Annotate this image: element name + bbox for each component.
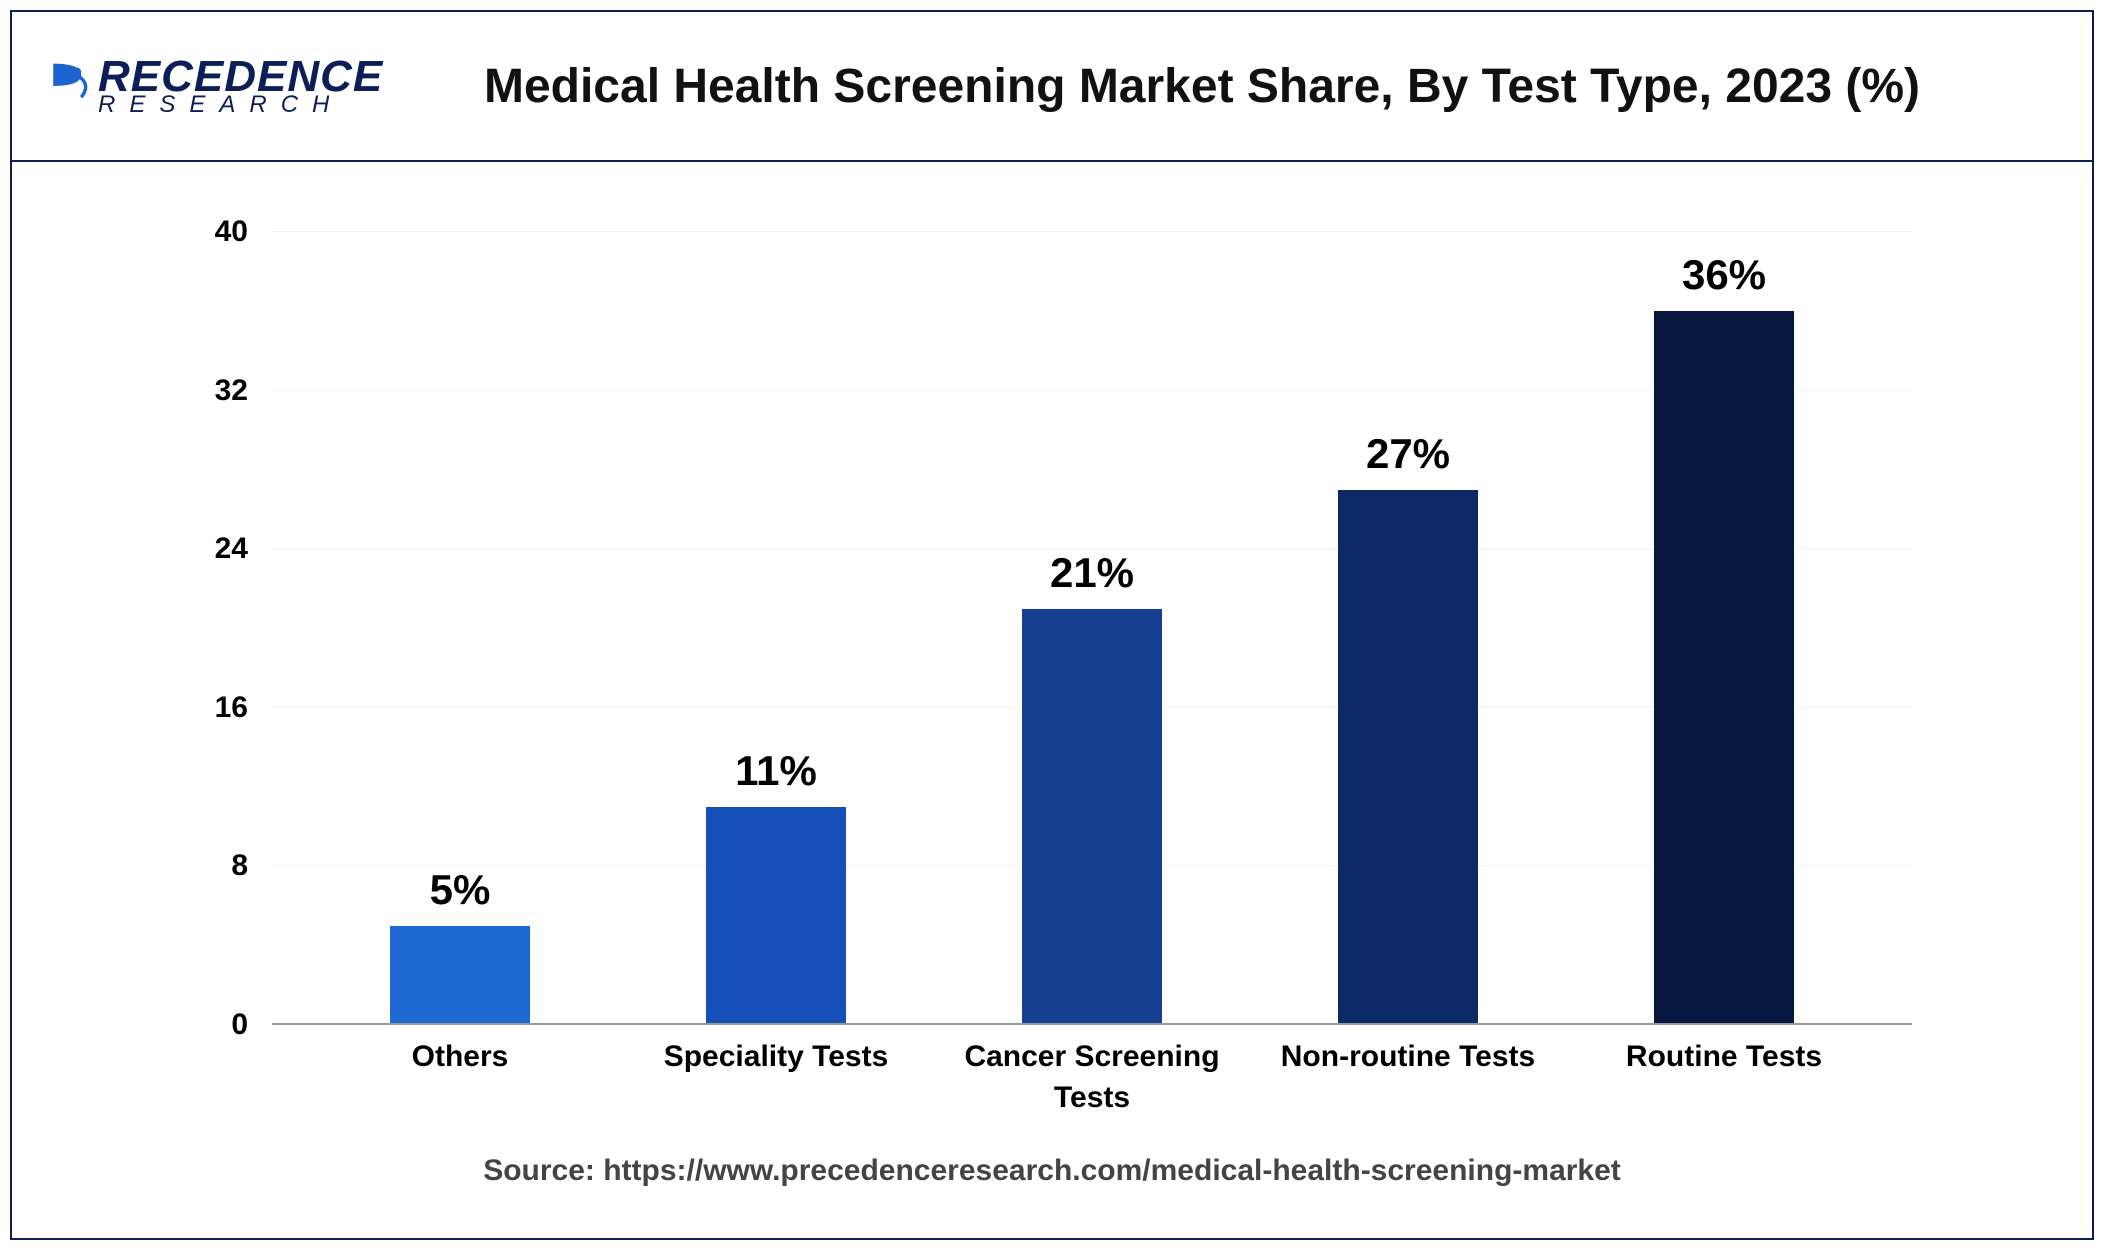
bars-group: 5% 11% 21% 27% 36% xyxy=(272,232,1912,1025)
bar: 5% xyxy=(390,926,530,1025)
bar-slot: 5% xyxy=(302,232,618,1025)
x-axis-labels: OthersSpeciality TestsCancer Screening T… xyxy=(272,1025,1912,1118)
x-axis-label: Others xyxy=(302,1037,618,1118)
y-tick-label: 24 xyxy=(215,532,272,566)
bar-value-label: 5% xyxy=(430,866,491,914)
chart-container: RECEDENCE RESEARCH Medical Health Screen… xyxy=(10,10,2094,1240)
header: RECEDENCE RESEARCH Medical Health Screen… xyxy=(12,12,2092,162)
logo-text: RECEDENCE RESEARCH xyxy=(98,55,383,117)
x-axis-label: Cancer Screening Tests xyxy=(934,1037,1250,1118)
logo-sub-text: RESEARCH xyxy=(98,93,383,117)
bar: 11% xyxy=(706,807,846,1025)
x-axis-line xyxy=(272,1023,1912,1025)
bar-slot: 21% xyxy=(934,232,1250,1025)
bar-value-label: 21% xyxy=(1050,549,1134,597)
y-tick-label: 40 xyxy=(215,215,272,249)
y-tick-label: 8 xyxy=(231,849,272,883)
source-text: Source: https://www.precedenceresearch.c… xyxy=(132,1118,1972,1198)
x-axis-label: Routine Tests xyxy=(1566,1037,1882,1118)
x-axis-label: Speciality Tests xyxy=(618,1037,934,1118)
chart-area: 0 8 16 24 32 40 5% 11% 21% 27% 36% OthersSpeciali… xyxy=(12,162,2092,1238)
bar: 27% xyxy=(1338,490,1478,1025)
bar-slot: 27% xyxy=(1250,232,1566,1025)
bar-slot: 36% xyxy=(1566,232,1882,1025)
chart-title: Medical Health Screening Market Share, B… xyxy=(422,59,2062,114)
bar-slot: 11% xyxy=(618,232,934,1025)
bar: 36% xyxy=(1654,311,1794,1025)
bar-value-label: 11% xyxy=(735,747,817,795)
y-tick-label: 0 xyxy=(231,1008,272,1042)
bar: 21% xyxy=(1022,609,1162,1025)
y-tick-label: 16 xyxy=(215,691,272,725)
bar-value-label: 27% xyxy=(1366,430,1450,478)
y-tick-label: 32 xyxy=(215,374,272,408)
logo: RECEDENCE RESEARCH xyxy=(42,55,422,117)
x-axis-label: Non-routine Tests xyxy=(1250,1037,1566,1118)
bar-value-label: 36% xyxy=(1682,251,1766,299)
plot-area: 0816243240 5%11%21%27%36% xyxy=(272,232,1912,1025)
logo-p-icon xyxy=(42,58,98,114)
